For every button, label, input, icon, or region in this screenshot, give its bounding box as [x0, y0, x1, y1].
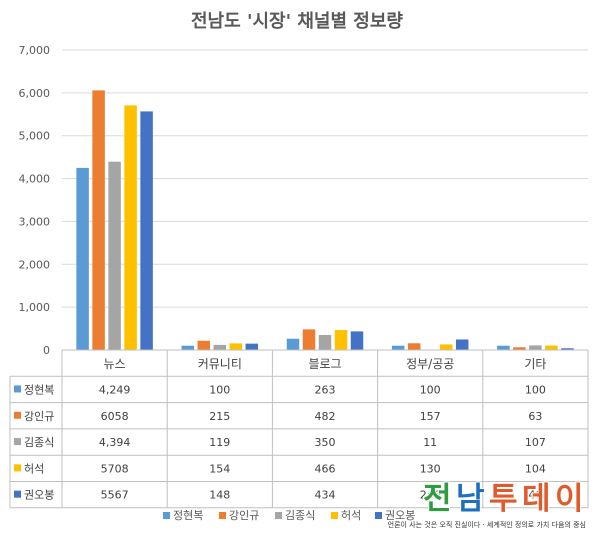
bar: [529, 345, 542, 350]
data-label: 148: [209, 489, 230, 502]
data-label: 434: [315, 489, 336, 502]
y-tick-label: 0: [43, 344, 50, 357]
bar: [92, 90, 105, 350]
data-label: 63: [528, 410, 542, 423]
data-label: 157: [420, 410, 441, 423]
bar: [76, 167, 89, 350]
bar: [245, 343, 259, 350]
y-tick-label: 5,000: [19, 130, 51, 143]
category-label: 뉴스: [104, 357, 126, 371]
data-label: 350: [315, 436, 336, 449]
data-label: 215: [209, 410, 230, 423]
data-label: 119: [209, 436, 230, 449]
bar: [407, 343, 421, 350]
bar: [197, 340, 211, 350]
y-tick-label: 2,000: [19, 258, 51, 271]
legend-swatch: [163, 512, 170, 519]
table-legend-key: [14, 490, 21, 498]
bar: [213, 344, 227, 350]
bar: [497, 345, 510, 350]
bar: [513, 347, 526, 350]
data-label: 107: [525, 436, 546, 449]
series-name: 권오봉: [24, 489, 54, 502]
bar: [439, 344, 453, 350]
category-label: 정부/공공: [406, 357, 454, 371]
y-tick-label: 1,000: [19, 301, 51, 314]
watermark-tagline: 언론이 사는 것은 오직 진실이다 · 세계적인 정의로 가치 다움의 중심: [388, 520, 586, 529]
data-label: 263: [315, 383, 336, 396]
data-label: 100: [420, 383, 441, 396]
y-tick-label: 3,000: [19, 215, 51, 228]
table-legend-key: [14, 411, 21, 419]
data-label: 246: [420, 489, 441, 502]
data-label: 100: [209, 383, 230, 396]
series-name: 강인규: [24, 410, 54, 423]
data-label: 104: [525, 462, 546, 475]
bar: [181, 345, 195, 350]
legend-swatch: [331, 512, 338, 519]
bar: [108, 161, 121, 350]
bars: [76, 90, 574, 351]
data-label: 154: [209, 462, 230, 475]
legend-swatch: [275, 512, 282, 519]
table-legend-key: [14, 464, 21, 472]
y-tick-label: 4,000: [19, 173, 51, 186]
watermark-char: 이: [555, 481, 584, 517]
bar: [455, 339, 469, 350]
legend-label: 권오봉: [385, 509, 415, 522]
bar: [391, 345, 405, 350]
data-label: 40: [528, 489, 542, 502]
y-tick-label: 6,000: [19, 87, 51, 100]
series-name: 허석: [24, 462, 44, 475]
legend-label: 김종식: [285, 509, 315, 522]
bar: [286, 338, 300, 350]
y-axis-ticks: 0 1,000 2,000 3,000 4,000 5,000 6,000 7,000: [19, 44, 51, 357]
bar: [318, 335, 332, 350]
legend-label: 강인규: [229, 509, 259, 522]
bar: [140, 111, 153, 351]
bar: [561, 348, 574, 350]
category-label: 기타: [524, 357, 546, 371]
data-label: 4,394: [99, 436, 131, 449]
category-label: 블로그: [308, 357, 341, 371]
watermark-char: 투: [489, 481, 518, 517]
series-name: 정현복: [24, 383, 54, 396]
legend-label: 허석: [341, 509, 361, 522]
watermark-char: 전: [423, 481, 452, 517]
bar: [124, 105, 137, 350]
bar: [350, 331, 364, 350]
data-label: 100: [525, 383, 546, 396]
bar: [334, 330, 348, 350]
data-label: 466: [315, 462, 336, 475]
table-legend-key: [14, 438, 21, 446]
data-label: 4,249: [99, 383, 131, 396]
bar: [302, 329, 316, 350]
watermark-char: 남: [456, 481, 485, 517]
data-label: 6058: [101, 410, 129, 423]
watermark-char: 데: [522, 481, 551, 517]
table-legend-key: [14, 385, 21, 393]
legend-swatch: [375, 512, 382, 519]
category-label: 커뮤니티: [198, 357, 242, 371]
data-label: 11: [423, 436, 437, 449]
series-name: 김종식: [24, 436, 54, 449]
bar: [229, 343, 243, 350]
bar: [545, 345, 558, 350]
legend-label: 정현복: [173, 509, 203, 522]
data-label: 130: [420, 462, 441, 475]
data-label: 5567: [101, 489, 129, 502]
data-label: 482: [315, 410, 336, 423]
legend: 정현복 강인규 김종식 허석 권오봉: [163, 509, 415, 522]
legend-swatch: [219, 512, 226, 519]
chart-title: 전남도 '시장' 채널별 정보량: [191, 11, 403, 32]
y-tick-label: 7,000: [19, 44, 51, 57]
data-label: 5708: [101, 462, 129, 475]
